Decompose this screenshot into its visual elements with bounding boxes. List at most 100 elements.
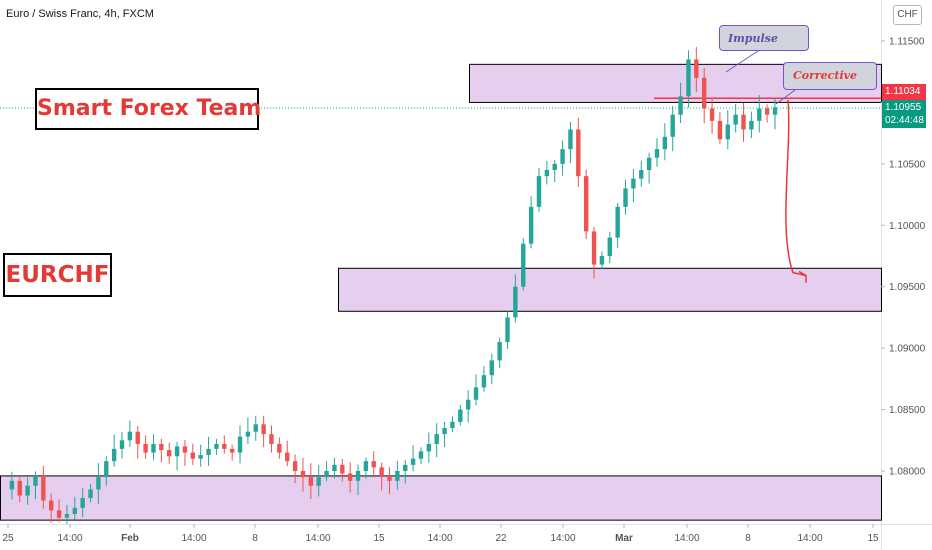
corrective-callout[interactable]: Corrective bbox=[783, 62, 877, 90]
candle-body bbox=[489, 360, 494, 376]
candle-body bbox=[340, 464, 345, 474]
x-tick-label: 8 bbox=[745, 533, 751, 544]
x-tick-label: 14:00 bbox=[181, 533, 206, 544]
candle-body bbox=[536, 176, 542, 207]
candle-body bbox=[167, 450, 172, 457]
candle-body bbox=[725, 124, 730, 140]
candle-body bbox=[159, 443, 164, 451]
x-tick-label: 14:00 bbox=[427, 533, 452, 544]
candle-body bbox=[662, 136, 668, 150]
candle-body bbox=[363, 461, 369, 471]
candle-body bbox=[418, 451, 424, 459]
candle-body bbox=[395, 471, 400, 481]
candle-body bbox=[670, 114, 675, 137]
candle-body bbox=[49, 500, 54, 511]
candle-body bbox=[599, 256, 605, 265]
candle-body bbox=[473, 387, 479, 400]
candle-body bbox=[300, 471, 306, 478]
x-tick-label: 22 bbox=[495, 533, 507, 544]
candle-body bbox=[552, 163, 557, 170]
candle-body bbox=[701, 77, 707, 109]
candle-body bbox=[583, 176, 589, 232]
candle-body bbox=[269, 434, 274, 444]
x-tick-label: 15 bbox=[867, 533, 879, 544]
corrective-callout-pointer bbox=[775, 89, 796, 105]
candle-body bbox=[285, 452, 290, 462]
candle-body bbox=[355, 471, 361, 481]
candle-body bbox=[678, 96, 683, 115]
x-tick-label: 14:00 bbox=[797, 533, 822, 544]
candle-body bbox=[772, 107, 778, 115]
candle-body bbox=[505, 317, 510, 342]
x-tick-label: 8 bbox=[252, 533, 258, 544]
candle-body bbox=[741, 114, 746, 130]
candle-body bbox=[261, 424, 266, 435]
candle-body bbox=[607, 237, 612, 256]
currency-badge[interactable]: CHF bbox=[893, 5, 922, 25]
impulse-callout-pointer bbox=[725, 50, 759, 73]
brand-team-label: Smart Forex Team bbox=[35, 88, 261, 130]
candle-body bbox=[88, 489, 93, 499]
candle-body bbox=[64, 514, 70, 518]
candle-body bbox=[646, 157, 652, 170]
candle-body bbox=[198, 455, 203, 459]
candle-body bbox=[631, 178, 636, 189]
candle-body bbox=[135, 431, 140, 444]
candle-body bbox=[576, 129, 581, 177]
candle-body bbox=[316, 477, 321, 486]
candle-body bbox=[528, 206, 534, 244]
candle-body bbox=[458, 409, 463, 422]
brand-pair-label: EURCHF bbox=[3, 253, 112, 297]
candle-body bbox=[403, 464, 408, 471]
candle-body bbox=[143, 443, 148, 453]
x-tick-label: Feb bbox=[121, 533, 139, 544]
candle-body bbox=[25, 485, 30, 496]
x-tick-label: 25 bbox=[2, 533, 14, 544]
candle-body bbox=[568, 129, 573, 150]
candle-body bbox=[174, 446, 180, 457]
candle-body bbox=[615, 206, 620, 238]
candle-body bbox=[481, 375, 487, 388]
candle-body bbox=[639, 170, 644, 179]
y-tick-label: 1.08500 bbox=[889, 405, 926, 416]
forecast-arrow[interactable] bbox=[785, 99, 807, 277]
candle-body bbox=[96, 477, 101, 490]
candle-body bbox=[749, 120, 754, 130]
candle-body bbox=[214, 443, 219, 449]
symbol-header[interactable]: Euro / Swiss Franc, 4h, FXCM bbox=[6, 8, 154, 20]
candle-body bbox=[151, 443, 156, 453]
candle-body bbox=[104, 461, 109, 478]
candle-body bbox=[80, 498, 85, 508]
candle-body bbox=[222, 443, 227, 449]
y-tick-label: 1.08000 bbox=[889, 467, 926, 478]
candle-body bbox=[465, 399, 471, 410]
candle-body bbox=[717, 120, 723, 140]
candle-body bbox=[450, 421, 455, 428]
resistance-price-tag: 1.11034 bbox=[882, 84, 926, 100]
y-tick-label: 1.09000 bbox=[889, 344, 926, 355]
candle-body bbox=[127, 431, 133, 441]
candle-body bbox=[709, 108, 715, 121]
candle-body bbox=[686, 59, 691, 97]
candle-body bbox=[513, 286, 518, 318]
candle-body bbox=[206, 448, 211, 456]
forecast-arrow-head bbox=[798, 270, 807, 283]
impulse-callout[interactable]: Impulse bbox=[719, 25, 809, 51]
candle-body bbox=[182, 446, 188, 453]
x-tick-label: 14:00 bbox=[305, 533, 330, 544]
last-price-tag: 1.10955 02:44:48 bbox=[882, 100, 926, 128]
candle-body bbox=[253, 424, 258, 432]
candle-body bbox=[371, 461, 376, 468]
candle-body bbox=[654, 149, 660, 158]
supply-demand-zone[interactable] bbox=[338, 267, 882, 312]
candle-body bbox=[190, 452, 196, 459]
candle-body bbox=[623, 188, 628, 207]
y-tick-label: 1.09500 bbox=[889, 282, 926, 293]
candle-body bbox=[33, 475, 38, 486]
last-price-value: 1.10955 bbox=[885, 102, 922, 113]
bar-countdown: 02:44:48 bbox=[885, 115, 924, 126]
x-tick-label: 14:00 bbox=[550, 533, 575, 544]
candle-body bbox=[17, 480, 22, 496]
supply-demand-zone[interactable] bbox=[0, 475, 882, 521]
